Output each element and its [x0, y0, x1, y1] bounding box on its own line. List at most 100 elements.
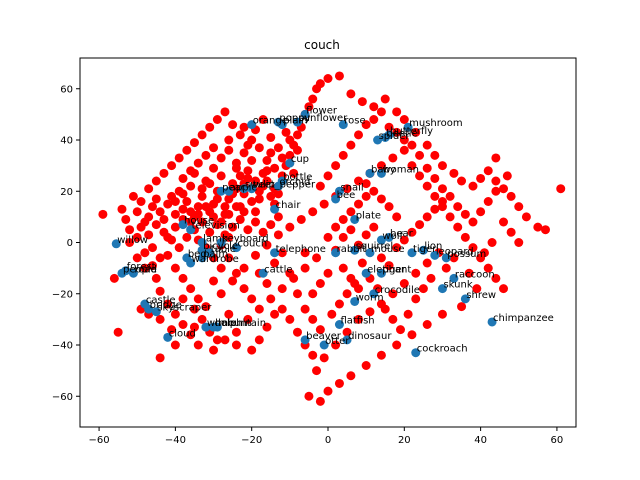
- background-point: [354, 199, 364, 209]
- labeled-point: [369, 289, 379, 299]
- background-point: [315, 79, 325, 89]
- background-point: [209, 276, 219, 286]
- background-point: [304, 391, 314, 401]
- chart-title: couch: [304, 38, 340, 52]
- background-point: [270, 258, 280, 268]
- point-label: woman: [382, 164, 419, 175]
- background-point: [285, 150, 295, 160]
- point-label: worm: [356, 292, 384, 303]
- background-point: [388, 314, 398, 324]
- background-point: [239, 207, 249, 217]
- background-point: [163, 250, 173, 260]
- labeled-point: [163, 332, 173, 342]
- labeled-point: [487, 317, 497, 327]
- background-point: [243, 166, 253, 176]
- background-point: [178, 320, 188, 329]
- background-point: [357, 258, 367, 268]
- background-point: [235, 130, 245, 140]
- labeled-point: [117, 268, 127, 278]
- background-point: [430, 204, 440, 214]
- x-tick-label: 0: [325, 435, 331, 446]
- labeled-point: [277, 176, 287, 186]
- background-point: [186, 284, 196, 294]
- point-label: bear: [390, 228, 414, 239]
- labeled-points: [111, 109, 497, 358]
- labeled-point: [285, 158, 295, 168]
- background-point: [155, 353, 165, 363]
- background-point: [346, 273, 356, 283]
- background-point: [540, 225, 550, 235]
- background-point: [163, 232, 173, 242]
- background-point: [258, 168, 268, 178]
- background-point: [361, 361, 371, 370]
- background-point: [422, 181, 432, 191]
- background-point: [365, 307, 375, 317]
- background-point: [323, 232, 333, 242]
- background-point: [334, 378, 344, 388]
- point-label: bee: [337, 190, 356, 201]
- background-point: [556, 184, 566, 194]
- point-label: television: [192, 221, 240, 232]
- background-points: [98, 71, 566, 406]
- background-point: [422, 140, 432, 150]
- background-point: [209, 345, 219, 355]
- labeled-point: [247, 120, 257, 130]
- point-label: dolphin: [215, 318, 252, 329]
- background-point: [140, 263, 150, 273]
- x-tick-label: 40: [474, 435, 487, 446]
- x-tick-label: −40: [165, 435, 186, 446]
- labeled-point: [186, 225, 196, 235]
- point-label: leopard: [436, 246, 474, 257]
- background-point: [178, 273, 188, 283]
- background-point: [437, 184, 447, 194]
- x-tick-label: 20: [398, 435, 411, 446]
- labeled-point: [334, 320, 344, 329]
- point-label: otter: [325, 336, 350, 347]
- point-label: tiger: [413, 244, 437, 255]
- point-label: flatfish: [340, 316, 374, 327]
- background-point: [132, 253, 142, 263]
- point-label: mountain: [218, 318, 266, 329]
- point-label: castle: [146, 295, 176, 306]
- background-point: [411, 268, 421, 278]
- background-point: [292, 130, 302, 140]
- point-label: palm: [203, 249, 228, 260]
- background-point: [304, 102, 314, 112]
- background-point: [220, 335, 230, 345]
- background-point: [464, 268, 474, 278]
- point-label: house: [184, 216, 214, 227]
- point-label: bed: [188, 249, 207, 260]
- background-point: [453, 222, 463, 232]
- background-point: [411, 294, 421, 304]
- background-point: [170, 209, 180, 219]
- point-label: flower: [306, 105, 338, 116]
- y-tick-label: 40: [60, 136, 73, 147]
- background-point: [247, 294, 257, 304]
- background-point: [258, 227, 268, 237]
- background-point: [186, 207, 196, 217]
- labeled-point: [258, 268, 268, 278]
- labeled-point: [365, 248, 375, 258]
- point-label: dinosaur: [348, 331, 392, 342]
- background-point: [399, 279, 409, 288]
- background-point: [262, 156, 272, 165]
- point-label: elephant: [367, 264, 411, 275]
- background-point: [338, 214, 348, 224]
- background-point: [224, 232, 234, 242]
- background-point: [251, 207, 261, 217]
- background-point: [144, 184, 154, 194]
- background-point: [384, 261, 394, 271]
- background-point: [247, 197, 257, 206]
- point-label: table: [211, 244, 236, 255]
- labeled-point: [403, 122, 413, 132]
- background-point: [159, 168, 169, 178]
- background-point: [361, 230, 371, 240]
- background-point: [407, 227, 417, 237]
- background-point: [174, 243, 184, 253]
- labeled-point: [376, 268, 386, 278]
- background-point: [151, 194, 161, 204]
- labeled-point: [247, 184, 257, 194]
- labeled-point: [151, 307, 161, 317]
- labeled-point: [144, 304, 154, 314]
- background-point: [380, 304, 390, 314]
